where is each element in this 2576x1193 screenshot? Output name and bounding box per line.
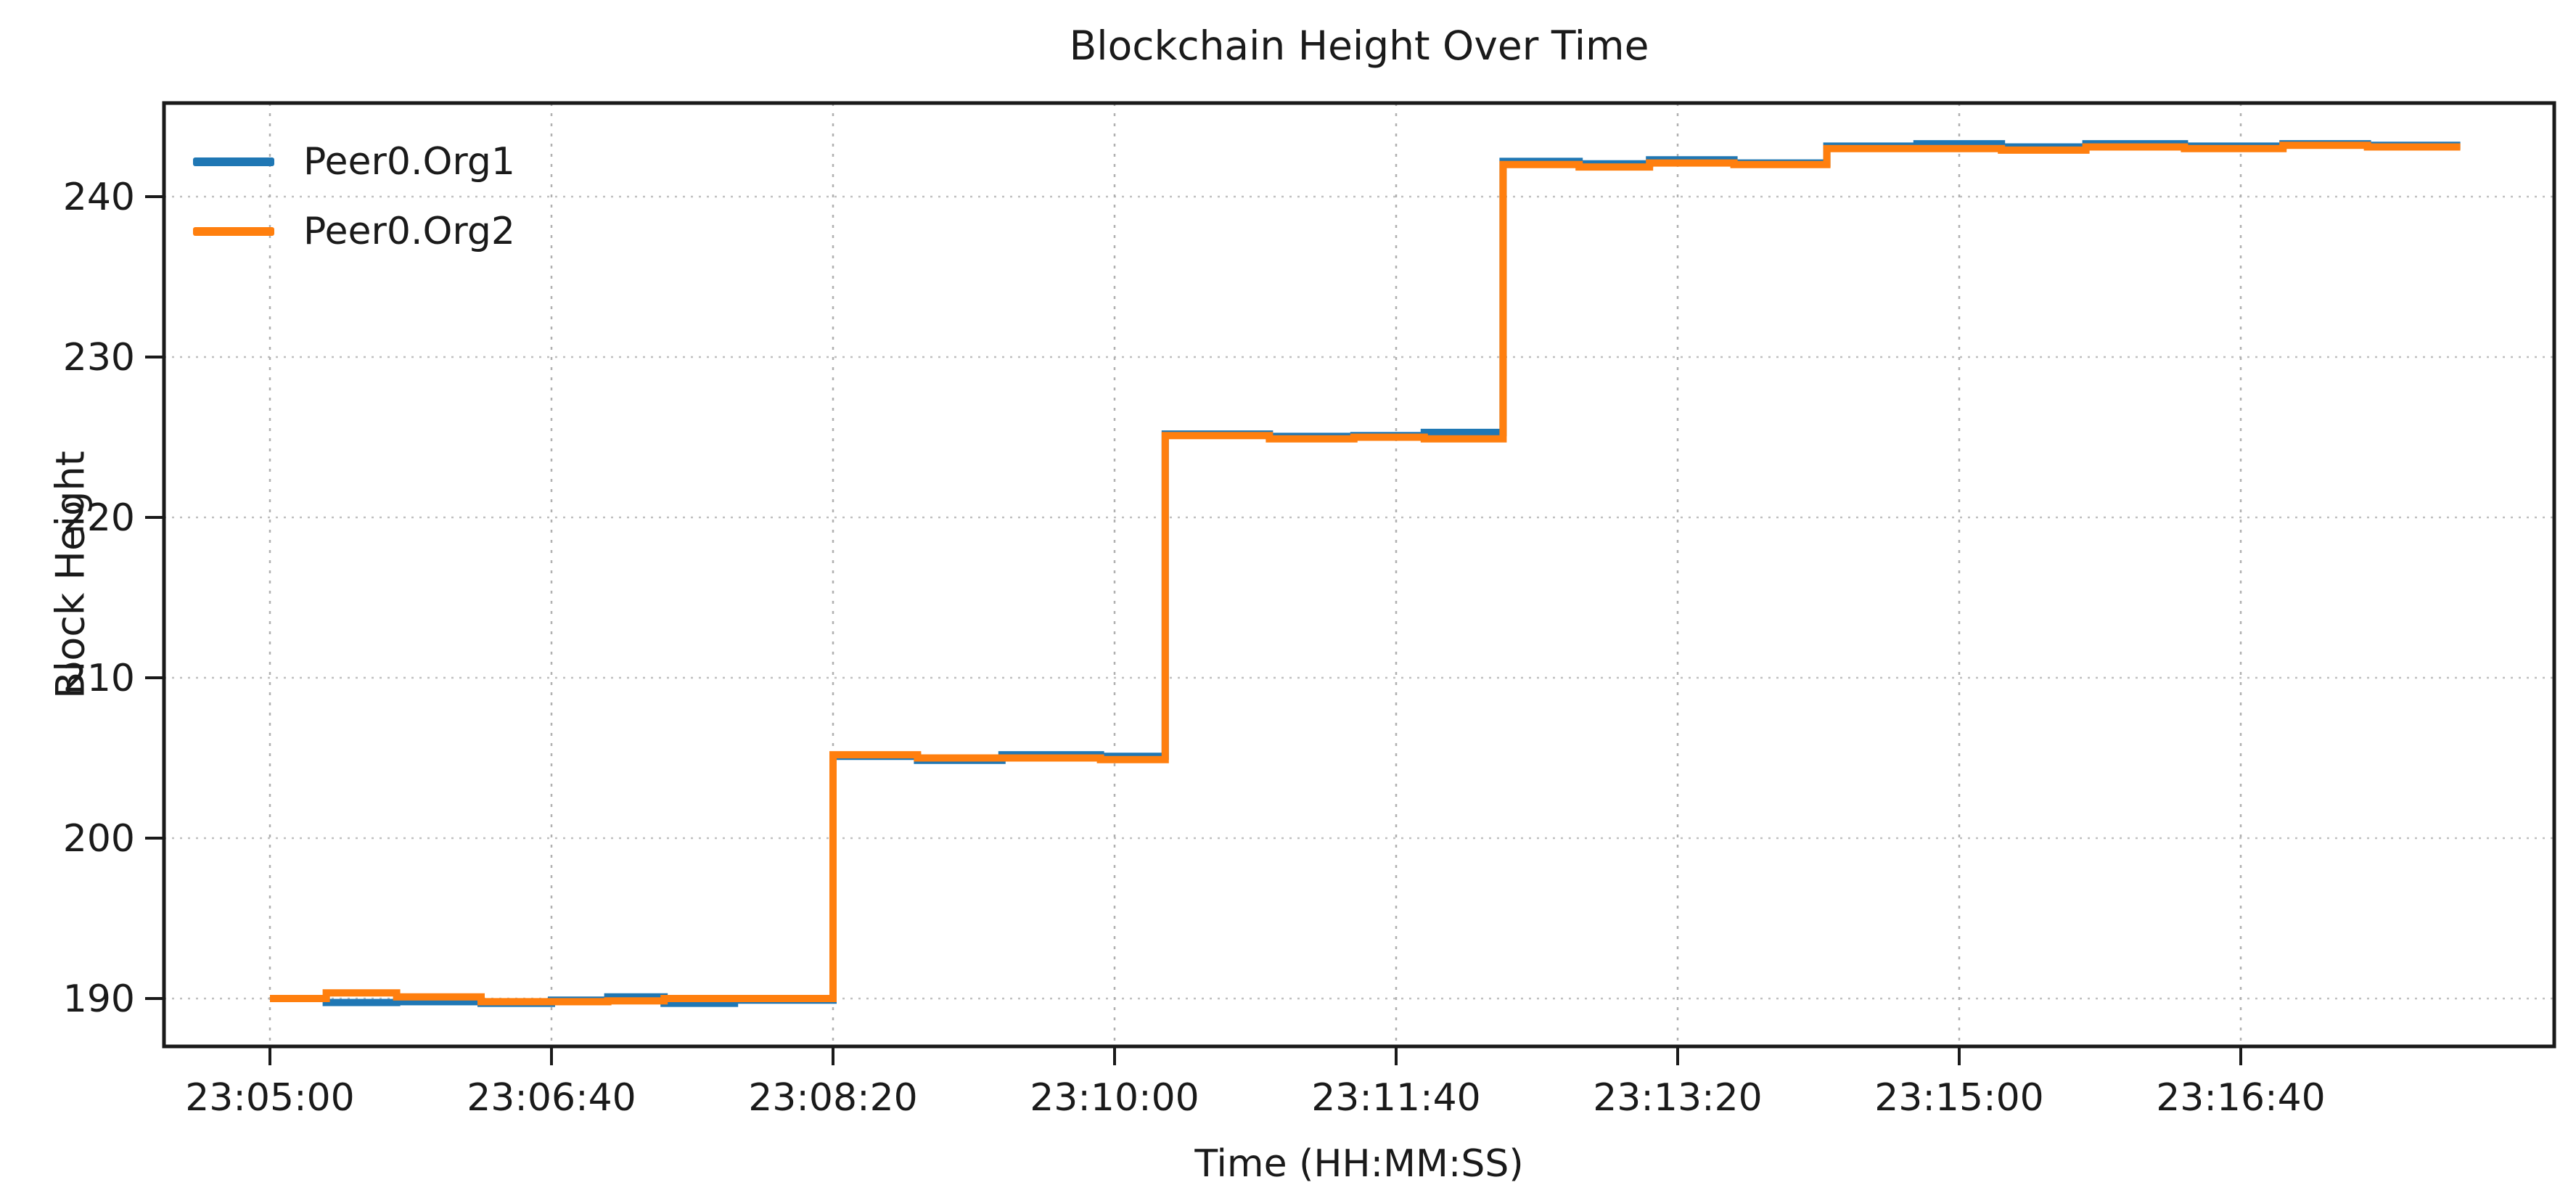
legend-label-peer0-org2: Peer0.Org2 <box>303 210 515 253</box>
y-tick-label: 220 <box>63 496 135 540</box>
x-axis-label: Time (HH:MM:SS) <box>1194 1142 1524 1186</box>
legend-swatch-peer0-org1 <box>193 157 274 166</box>
y-tick-label: 230 <box>63 336 135 380</box>
chart-title: Blockchain Height Over Time <box>1069 22 1649 69</box>
y-tick-label: 190 <box>63 977 135 1021</box>
legend-label-peer0-org1: Peer0.Org1 <box>303 140 515 184</box>
x-tick-label: 23:13:20 <box>1593 1076 1763 1120</box>
plot-border <box>162 101 2556 1049</box>
legend-entry-peer0-org2: Peer0.Org2 <box>193 197 515 266</box>
x-tick-label: 23:15:00 <box>1874 1076 2044 1120</box>
legend-swatch-peer0-org2 <box>193 227 274 236</box>
y-tick-label: 240 <box>63 176 135 219</box>
x-tick-label: 23:16:40 <box>2156 1076 2326 1120</box>
legend: Peer0.Org1 Peer0.Org2 <box>193 127 515 266</box>
series-line-peer0-org2 <box>270 142 2461 1006</box>
x-tick-label: 23:06:40 <box>467 1076 636 1120</box>
x-tick-label: 23:11:40 <box>1311 1076 1481 1120</box>
series-line-peer0-org1 <box>270 140 2461 1007</box>
y-tick-label: 200 <box>63 817 135 861</box>
legend-entry-peer0-org1: Peer0.Org1 <box>193 127 515 197</box>
x-tick-label: 23:08:20 <box>748 1076 918 1120</box>
x-tick-label: 23:05:00 <box>185 1076 355 1120</box>
x-tick-label: 23:10:00 <box>1030 1076 1199 1120</box>
y-tick-label: 210 <box>63 657 135 700</box>
